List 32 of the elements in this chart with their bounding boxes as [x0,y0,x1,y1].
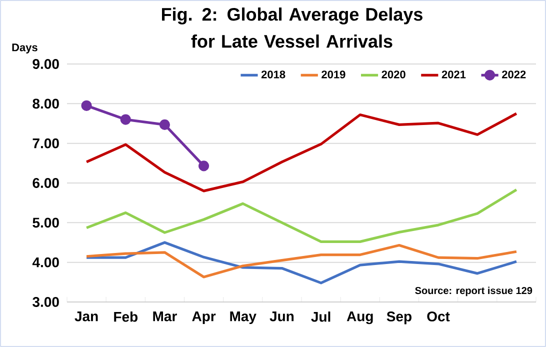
x-tick-label: Sep [386,312,412,324]
legend-label: 2018 [261,70,286,78]
x-tick-label: Jan [74,312,98,322]
chart-title: Fig. 2: Global Average Delays for Late Vessel Arrivals [162,8,422,48]
y-tick-label: 9.00 [32,59,59,69]
legend-label: 2022 [502,70,526,78]
x-tick-label: Jun [270,312,294,322]
x-tick-label: Apr [192,312,216,324]
point [120,114,131,125]
legend-label: 2019 [322,70,346,78]
line-series [85,244,518,278]
x-tick-label: Oct [427,312,450,322]
y-tick-label: 4.00 [32,257,59,268]
x-tick-label: Feb [114,312,138,322]
y-tick-label: 7.00 [32,138,59,148]
y-tick-label: 6.00 [32,178,59,188]
y-tick-label: 3.00 [32,297,59,307]
point [159,119,170,130]
point [198,160,210,172]
x-tick-label: Aug [346,312,373,324]
y-tick-label: 5.00 [32,218,59,228]
annotation: Source: report issue 129 [415,286,532,296]
y-tick-label: 8.00 [32,98,59,109]
legend-label: 2020 [382,70,406,78]
line-series [85,112,518,192]
line-series [85,241,518,284]
x-tick-label: May [230,312,256,324]
y-axis-title: Days [12,44,38,54]
x-tick-label: Jul [311,312,330,322]
point [81,100,92,111]
legend-label: 2021 [442,70,466,78]
x-tick-label: Mar [153,312,177,322]
